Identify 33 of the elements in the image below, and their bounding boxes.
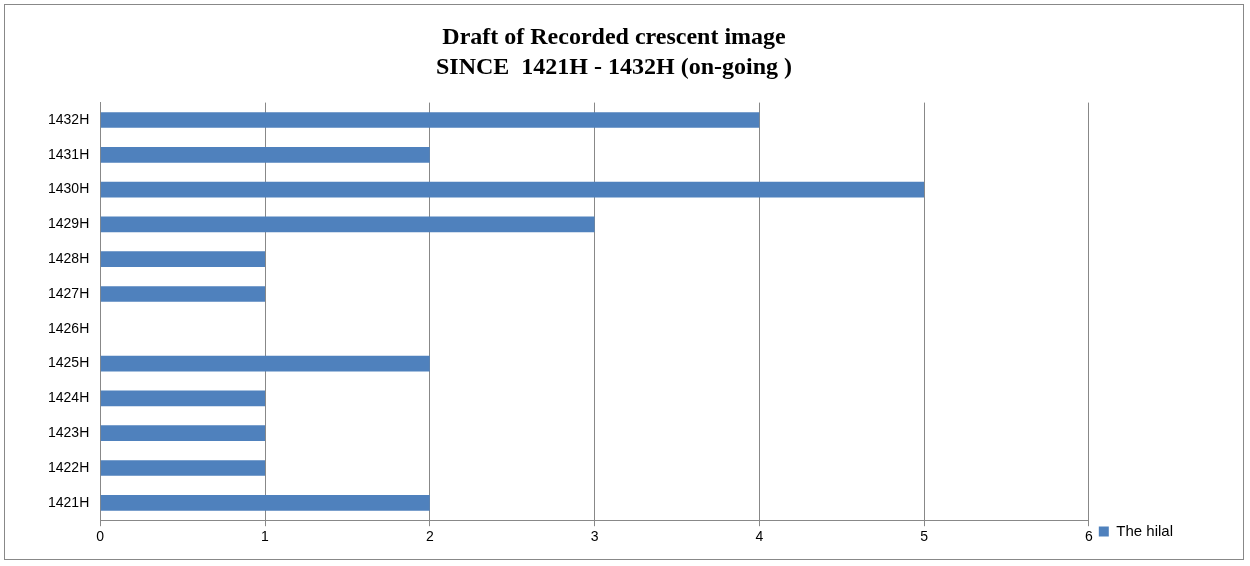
legend-label: The hilal: [1116, 521, 1174, 539]
bar: [100, 112, 760, 128]
chart-subtitle: SINCE 1421H - 1432H (on-going ): [435, 53, 793, 80]
y-tick-label: 1425H: [47, 354, 90, 371]
bar: [100, 146, 430, 163]
y-tick-label: 1428H: [47, 250, 90, 267]
bar: [100, 494, 430, 511]
y-tick-label: 1422H: [47, 458, 90, 475]
chart-title: Draft of Recorded crescent image: [442, 22, 787, 49]
bar: [100, 425, 266, 442]
x-tick-label: 2: [425, 528, 434, 545]
y-tick-label: 1432H: [47, 110, 90, 127]
y-tick-label: 1431H: [47, 145, 90, 162]
bar: [100, 460, 266, 476]
bar: [100, 251, 266, 268]
x-tick-label: 3: [590, 528, 599, 545]
x-tick-label: 1: [261, 528, 270, 545]
y-tick-label: 1423H: [47, 424, 90, 441]
y-tick-label: 1421H: [47, 493, 90, 510]
y-tick-label: 1427H: [47, 284, 90, 301]
x-tick-label: 6: [1084, 528, 1093, 545]
y-tick-label: 1426H: [47, 319, 90, 336]
y-tick-label: 1430H: [47, 180, 90, 197]
y-tick-label: 1424H: [47, 389, 90, 406]
bar: [100, 181, 925, 198]
bar: [100, 286, 266, 302]
x-tick-label: 4: [755, 528, 764, 545]
bar: [100, 390, 266, 407]
x-tick-label: 0: [96, 528, 105, 545]
bar: [100, 355, 430, 372]
bar: [100, 216, 595, 233]
y-tick-label: 1429H: [47, 215, 90, 232]
x-tick-label: 5: [920, 528, 929, 545]
